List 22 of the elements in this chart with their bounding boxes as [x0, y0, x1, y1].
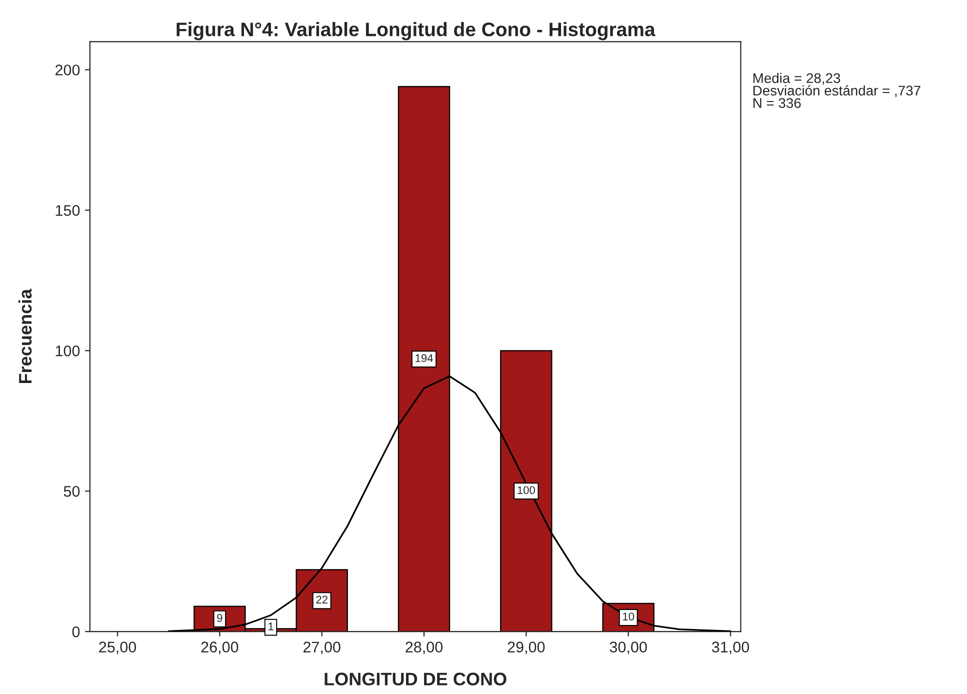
text: Media = 28,23 Desviación estándar = ,737 N = 336: [753, 72, 920, 108]
data-label: 100: [518, 486, 536, 494]
x-tick-label: 27,00: [304, 642, 340, 654]
y-tick-label: 150: [56, 205, 80, 216]
y-tick-label: 200: [55, 64, 80, 76]
x-axis-title: LONGITUD DE CONO: [324, 672, 506, 686]
data-label: 10: [623, 612, 634, 620]
x-tick-label: 26,00: [201, 642, 238, 654]
y-tick-label: 100: [56, 346, 80, 356]
y-tick-label: 0: [72, 626, 80, 638]
chart-title: Figura N°4: Variable Longitud de Cono - Histograma: [176, 22, 656, 40]
data-label: 1: [268, 622, 274, 630]
data-label: 22: [316, 596, 328, 604]
y-tick-label: 50: [64, 486, 80, 497]
y-axis-title: Frecuencia: [18, 288, 32, 384]
x-tick-label: 31,00: [712, 642, 750, 654]
data-label: 194: [416, 354, 433, 362]
x-tick-label: 30,00: [610, 642, 647, 654]
x-tick-label: 28,00: [406, 642, 443, 654]
data-label: 9: [217, 614, 222, 622]
x-tick-label: 29,00: [508, 642, 545, 654]
x-tick-label: 25,00: [99, 642, 136, 654]
